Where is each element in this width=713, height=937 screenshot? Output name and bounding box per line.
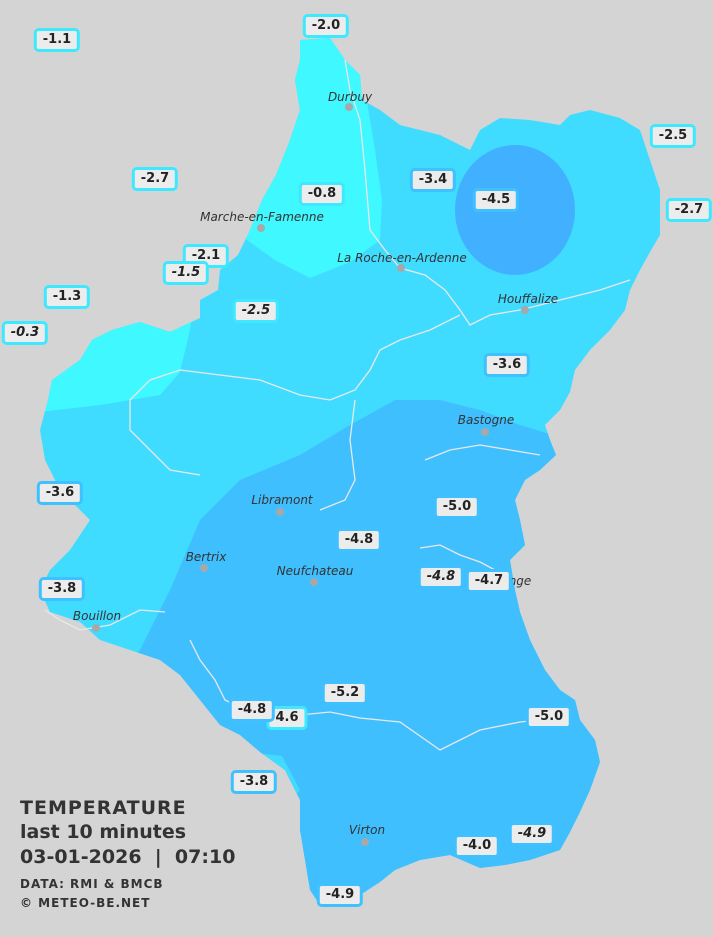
station-temperature-label[interactable]: -4.8 — [335, 528, 383, 552]
city-label: La Roche-en-Ardenne — [337, 251, 467, 265]
river-line — [424, 444, 541, 461]
legend-period: last 10 minutes — [20, 821, 187, 843]
city-dot — [361, 838, 369, 846]
station-temperature-label[interactable]: -5.0 — [525, 705, 573, 729]
city-dot — [257, 224, 265, 232]
station-temperature-label[interactable]: -2.5 — [649, 124, 697, 148]
station-temperature-label[interactable]: -2.0 — [302, 14, 350, 38]
station-temperature-label[interactable]: -3.8 — [38, 577, 86, 601]
city-label: Durbuy — [327, 90, 373, 104]
legend-title: TEMPERATURE — [20, 797, 187, 819]
city-label: Bouillon — [72, 609, 122, 623]
station-temperature-label[interactable]: -4.5 — [472, 188, 520, 212]
river-line — [419, 544, 496, 571]
station-temperature-label[interactable]: -1.3 — [43, 285, 91, 309]
city-label: Bertrix — [185, 550, 227, 564]
river-line — [319, 399, 356, 511]
station-temperature-label[interactable]: -3.8 — [230, 770, 278, 794]
city-dot — [481, 428, 489, 436]
station-temperature-label[interactable]: -4.0 — [453, 834, 501, 858]
legend: TEMPERATURE last 10 minutes 03-01-2026 |… — [20, 796, 235, 912]
river-line — [344, 59, 631, 326]
city-dot — [397, 264, 405, 272]
station-temperature-label[interactable]: -2.7 — [665, 198, 713, 222]
city-label: nge — [508, 574, 532, 588]
legend-source: DATA: RMI & BMCB — [20, 877, 164, 891]
station-temperature-label[interactable]: -0.3 — [1, 321, 49, 345]
station-temperature-label[interactable]: -4.9 — [508, 822, 556, 846]
station-temperature-label[interactable]: -3.6 — [36, 481, 84, 505]
city-dot — [521, 306, 529, 314]
station-temperature-label[interactable]: -2.7 — [131, 167, 179, 191]
city-label: Marche-en-Famenne — [200, 210, 324, 224]
rivers — [44, 59, 631, 751]
city-dot — [200, 564, 208, 572]
legend-copyright: © METEO-BE.NET — [20, 896, 151, 910]
city-label: Neufchateau — [276, 564, 354, 578]
river-line — [189, 639, 561, 751]
city-dot — [345, 103, 353, 111]
city-label: Virton — [348, 823, 386, 837]
station-temperature-label[interactable]: -4.7 — [465, 569, 513, 593]
station-temperature-label[interactable]: -3.6 — [483, 353, 531, 377]
city-label: Libramont — [251, 493, 313, 507]
station-temperature-label[interactable]: -1.1 — [33, 28, 81, 52]
station-temperature-label[interactable]: -5.2 — [321, 681, 369, 705]
station-temperature-label[interactable]: -2.5 — [232, 299, 280, 323]
river-line — [129, 314, 461, 476]
station-temperature-label[interactable]: -4.9 — [316, 883, 364, 907]
city-dot — [276, 508, 284, 516]
station-temperature-label[interactable]: -3.4 — [409, 168, 457, 192]
city-label: Bastogne — [457, 413, 515, 427]
station-temperature-label[interactable]: -1.5 — [162, 261, 210, 285]
city-dot — [310, 578, 318, 586]
station-temperature-label[interactable]: -0.8 — [298, 182, 346, 206]
station-temperature-label[interactable]: -4.8 — [417, 565, 465, 589]
city-label: Houffalize — [497, 292, 559, 306]
legend-datetime: 03-01-2026 | 07:10 — [20, 846, 236, 868]
station-temperature-label[interactable]: -4.8 — [228, 698, 276, 722]
city-dot — [92, 624, 100, 632]
station-temperature-label[interactable]: -5.0 — [433, 495, 481, 519]
